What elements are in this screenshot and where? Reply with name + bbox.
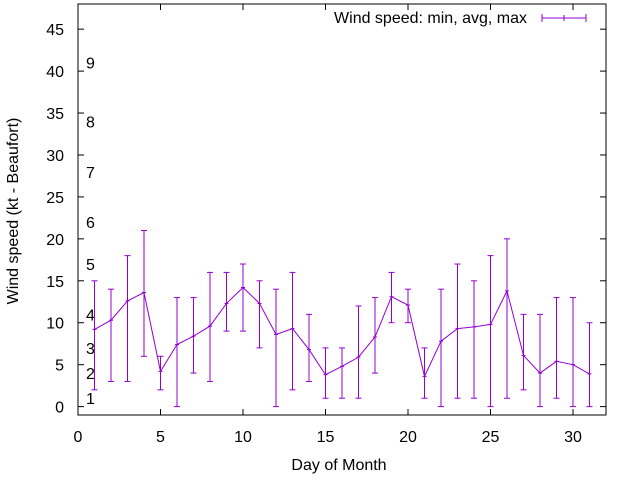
beaufort-label: 3 xyxy=(86,341,95,358)
plot-frame xyxy=(77,3,607,416)
y-axis-title: Wind speed (kt - Beaufort) xyxy=(5,118,22,305)
x-tick-label: 30 xyxy=(564,429,582,446)
beaufort-label: 6 xyxy=(86,215,95,232)
x-tick-label: 20 xyxy=(399,429,417,446)
beaufort-label: 5 xyxy=(86,257,95,274)
x-tick-label: 0 xyxy=(74,429,83,446)
y-tick-label: 15 xyxy=(46,274,64,291)
beaufort-label: 4 xyxy=(86,307,95,324)
x-tick-label: 25 xyxy=(482,429,500,446)
y-tick-label: 25 xyxy=(46,190,64,207)
legend-label: Wind speed: min, avg, max xyxy=(334,10,527,27)
beaufort-label: 1 xyxy=(86,391,95,408)
wind-series xyxy=(91,229,593,408)
y-tick-label: 20 xyxy=(46,232,64,249)
x-axis-title: Day of Month xyxy=(291,457,386,474)
y-tick-label: 30 xyxy=(46,148,64,165)
beaufort-label: 7 xyxy=(86,165,95,182)
y-tick-label: 0 xyxy=(55,400,64,417)
beaufort-label: 8 xyxy=(86,114,95,131)
y-tick-label: 5 xyxy=(55,358,64,375)
legend: Wind speed: min, avg, max xyxy=(334,10,587,27)
x-tick-label: 15 xyxy=(317,429,335,446)
y-tick-label: 45 xyxy=(46,22,64,39)
beaufort-label: 2 xyxy=(86,366,95,383)
x-tick-label: 10 xyxy=(234,429,252,446)
y-tick-label: 10 xyxy=(46,316,64,333)
y-tick-label: 35 xyxy=(46,106,64,123)
x-tick-label: 5 xyxy=(156,429,165,446)
axis-ticks xyxy=(77,4,606,415)
beaufort-label: 9 xyxy=(86,56,95,73)
beaufort-scale-labels: 1 2 3 4 5 6 7 8 9 xyxy=(86,56,95,409)
y-tick-label: 40 xyxy=(46,64,64,81)
